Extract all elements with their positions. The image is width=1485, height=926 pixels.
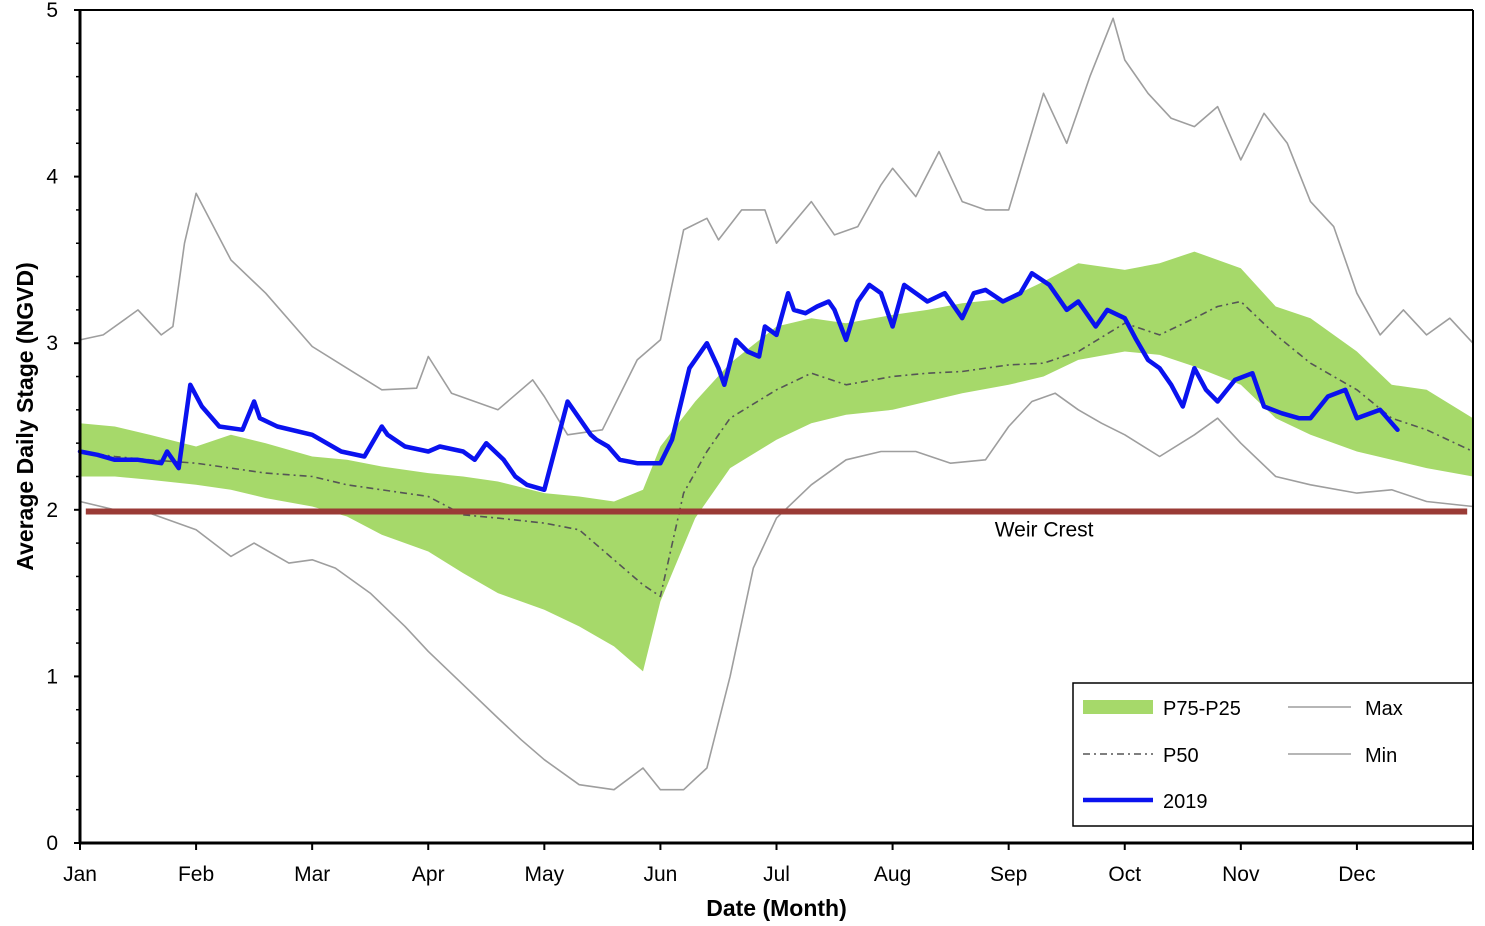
y-tick-label: 5 xyxy=(46,0,58,22)
series-line-max xyxy=(79,17,1474,436)
x-axis-title: Date (Month) xyxy=(706,895,847,921)
x-tick-label: Jun xyxy=(643,863,677,886)
x-tick-label: May xyxy=(524,863,564,886)
x-tick-label: Sep xyxy=(990,863,1027,886)
series-band-p75-p25 xyxy=(80,251,1473,672)
lines-layer xyxy=(77,17,1474,791)
weir-crest-label: Weir Crest xyxy=(995,518,1094,541)
x-tick-label: Jan xyxy=(63,863,97,886)
x-tick-label: Mar xyxy=(294,863,330,886)
legend-label-2019: 2019 xyxy=(1163,791,1208,813)
y-tick-label: 2 xyxy=(46,499,58,522)
y-tick-label: 0 xyxy=(46,832,58,855)
x-tick-label: Apr xyxy=(412,863,445,886)
y-tick-label: 3 xyxy=(46,332,58,355)
legend-label-max: Max xyxy=(1365,698,1403,720)
x-tick-label: Jul xyxy=(763,863,790,886)
y-tick-label: 4 xyxy=(46,166,58,189)
legend: P75-P25 Max P50 Min 2019 xyxy=(1072,682,1474,827)
legend-label-band: P75-P25 xyxy=(1163,698,1241,720)
legend-swatch-band xyxy=(1083,700,1153,714)
x-tick-label: Oct xyxy=(1108,863,1141,886)
x-tick-label: Aug xyxy=(874,863,911,886)
ticks-layer: 0 1 2 3 4 5 Jan Feb Mar Apr May Jun Jul Aug Sep Oct Nov D… xyxy=(46,0,1474,886)
series-line-p50 xyxy=(79,300,1474,598)
legend-label-min: Min xyxy=(1365,745,1397,767)
legend-label-p50: P50 xyxy=(1163,745,1199,767)
y-tick-label: 1 xyxy=(46,665,58,688)
series-line-min xyxy=(79,392,1474,791)
x-tick-label: Feb xyxy=(178,863,214,886)
x-tick-label: Dec xyxy=(1338,863,1375,886)
band-layer xyxy=(80,251,1473,672)
x-tick-label: Nov xyxy=(1222,863,1260,886)
y-axis-title: Average Daily Stage (NGVD) xyxy=(12,262,38,570)
series-line-2019 xyxy=(77,270,1400,493)
